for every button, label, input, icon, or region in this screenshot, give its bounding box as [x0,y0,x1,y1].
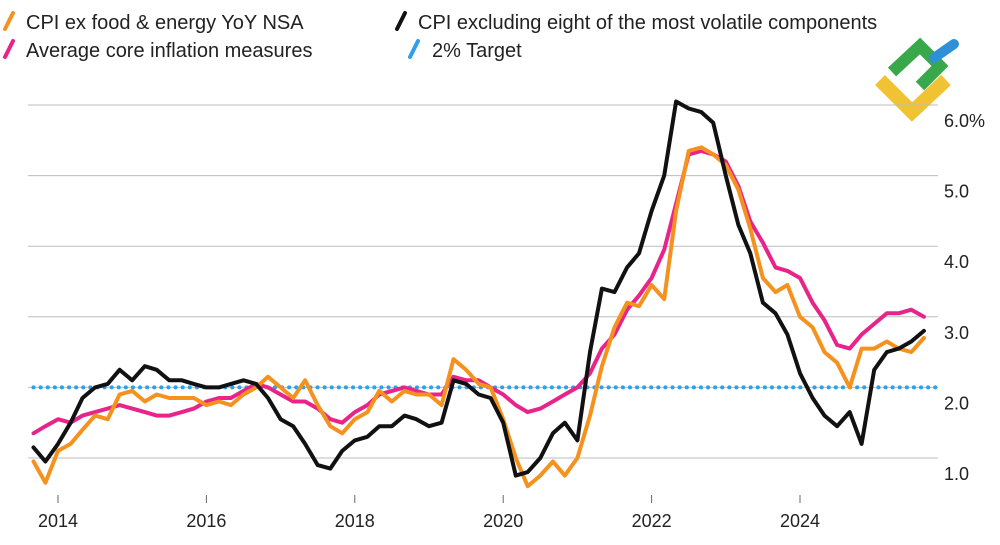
y-tick-label: 4.0 [944,252,969,272]
series-line-cpi-excluding-eight [31,99,926,478]
legend-swatch [3,11,15,31]
legend: CPI ex food & energy YoY NSA CPI excludi… [3,11,877,62]
legend-label: 2% Target [432,40,522,62]
y-tick-label: 1.0 [944,464,969,484]
x-tick-label: 2014 [38,511,78,531]
y-tick-label: 2.0 [944,393,969,413]
legend-label: CPI excluding eight of the most volatile… [418,12,877,34]
y-tick-label: 6.0% [944,111,985,131]
legend-swatch [395,11,407,31]
x-tick-label: 2020 [483,511,523,531]
legend-item-cpi-ex-food-energy: CPI ex food & energy YoY NSA [3,11,304,34]
series-layer [31,99,943,489]
series-line-average-core [31,148,926,436]
legend-label: Average core inflation measures [26,40,312,62]
y-tick-label: 5.0 [944,182,969,202]
x-tick-label: 2018 [335,511,375,531]
x-axis: 2014 2016 2018 2020 2022 2024 [38,495,820,531]
y-axis: 1.0 2.0 3.0 4.0 5.0 6.0% [944,111,985,484]
x-tick-label: 2022 [632,511,672,531]
y-tick-label: 3.0 [944,323,969,343]
x-tick-label: 2016 [186,511,226,531]
legend-item-cpi-excluding-eight: CPI excluding eight of the most volatile… [395,11,877,34]
series-line-cpi-ex-food-energy [31,145,926,489]
legend-label: CPI ex food & energy YoY NSA [26,12,304,34]
legend-item-2pct-target: 2% Target [408,39,522,62]
x-tick-label: 2024 [780,511,820,531]
legend-item-average-core: Average core inflation measures [3,39,312,62]
legend-swatch [3,39,15,59]
brand-logo-icon [875,37,959,122]
legend-swatch [408,39,420,59]
grid [28,104,938,459]
